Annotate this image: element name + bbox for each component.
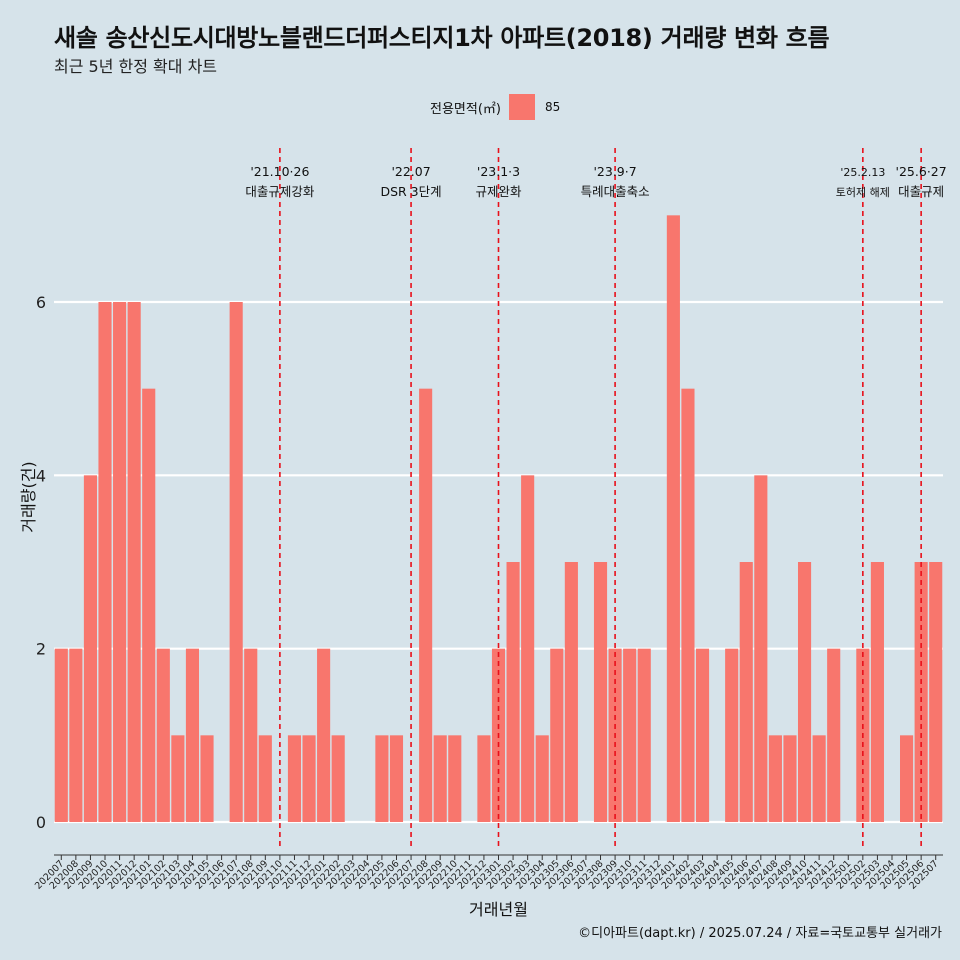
y-tick-label: 2 bbox=[36, 640, 46, 659]
bar-202011 bbox=[113, 302, 127, 822]
bar-202503 bbox=[870, 562, 884, 822]
annotation-label: DSR 3단계 bbox=[380, 184, 441, 199]
annotation-date: '23.1·3 bbox=[477, 164, 520, 179]
bar-202105 bbox=[200, 735, 214, 822]
bar-202311 bbox=[637, 648, 651, 822]
annotation-label: 규제완화 bbox=[475, 184, 522, 199]
y-tick-label: 4 bbox=[36, 466, 46, 485]
bar-202201 bbox=[317, 648, 331, 822]
bar-202012 bbox=[127, 302, 141, 822]
bar-202210 bbox=[448, 735, 462, 822]
bars bbox=[54, 215, 943, 823]
bar-202310 bbox=[623, 648, 637, 822]
bar-202108 bbox=[244, 648, 258, 822]
x-axis-title: 거래년월 bbox=[469, 900, 528, 919]
bar-202101 bbox=[142, 388, 156, 822]
bar-202308 bbox=[593, 562, 608, 822]
legend-title: 전용면적(㎡) bbox=[430, 101, 501, 117]
annotation-date: '21.10·26 bbox=[250, 164, 309, 179]
legend-swatch bbox=[508, 94, 535, 120]
bar-202107 bbox=[229, 302, 243, 822]
bar-202010 bbox=[98, 302, 112, 822]
bar-202104 bbox=[185, 648, 200, 822]
chart-title: 새솔 송산신도시대방노블랜드더퍼스티지1차 아파트(2018) 거래량 변화 흐… bbox=[54, 24, 830, 52]
bar-202112 bbox=[302, 735, 316, 822]
y-tick-labels: 0 2 4 6 bbox=[36, 293, 46, 832]
bar-202208 bbox=[419, 388, 433, 822]
bar-202304 bbox=[535, 735, 549, 822]
bar-202205 bbox=[375, 735, 389, 822]
bar-202111 bbox=[287, 735, 302, 822]
bar-202007 bbox=[54, 648, 68, 822]
annotation-label: 토허제 해제 bbox=[836, 185, 890, 199]
bar-202109 bbox=[258, 735, 272, 822]
bar-202206 bbox=[389, 735, 404, 822]
y-axis-title: 거래량(건) bbox=[19, 461, 38, 532]
bar-202209 bbox=[433, 735, 447, 822]
bar-202306 bbox=[564, 562, 578, 822]
annotation-label: 특례대출축소 bbox=[581, 184, 650, 199]
annotations: '21.10·26 대출규제강화 '22.07 DSR 3단계 '23.1·3 규제완화 '… bbox=[245, 148, 947, 848]
y-tick-label: 6 bbox=[36, 293, 46, 312]
bar-202103 bbox=[171, 735, 185, 822]
bar-202102 bbox=[156, 648, 170, 822]
chart-subtitle: 최근 5년 한정 확대 차트 bbox=[54, 57, 218, 76]
annotation-date: '25.2.13 bbox=[840, 166, 885, 179]
legend: 전용면적(㎡) 85 bbox=[430, 93, 560, 121]
bar-202408 bbox=[768, 735, 782, 822]
bar-202402 bbox=[681, 388, 695, 822]
bar-202410 bbox=[797, 562, 812, 822]
bar-202303 bbox=[521, 475, 535, 822]
annotation-date: '22.07 bbox=[391, 164, 430, 179]
bar-202505 bbox=[900, 735, 914, 822]
bar-202212 bbox=[477, 735, 491, 822]
bar-202411 bbox=[812, 735, 826, 822]
source-caption: ©디아파트(dapt.kr) / 2025.07.24 / 자료=국토교통부 실… bbox=[578, 926, 942, 941]
bar-202302 bbox=[506, 562, 520, 822]
bar-202009 bbox=[83, 475, 97, 822]
bar-202405 bbox=[725, 648, 739, 822]
bar-202409 bbox=[783, 735, 797, 822]
bar-202202 bbox=[331, 735, 345, 822]
annotation-label: 대출규제강화 bbox=[245, 184, 315, 199]
bar-202407 bbox=[754, 475, 768, 822]
legend-entry-85: 85 bbox=[544, 100, 561, 114]
bar-202412 bbox=[827, 648, 841, 822]
x-axis: 2020072020082020092020102020112020122021… bbox=[33, 854, 943, 892]
bar-202507 bbox=[929, 562, 943, 822]
bar-202401 bbox=[666, 215, 680, 823]
annotation-date: '23.9·7 bbox=[593, 164, 636, 179]
bar-202008 bbox=[69, 648, 83, 822]
bar-202406 bbox=[739, 562, 753, 822]
bar-202403 bbox=[695, 648, 710, 822]
annotation-label: 대출규제 bbox=[898, 184, 944, 199]
annotation-date: '25.6·27 bbox=[896, 164, 947, 179]
bar-202305 bbox=[550, 648, 564, 822]
y-tick-label: 0 bbox=[36, 813, 46, 832]
